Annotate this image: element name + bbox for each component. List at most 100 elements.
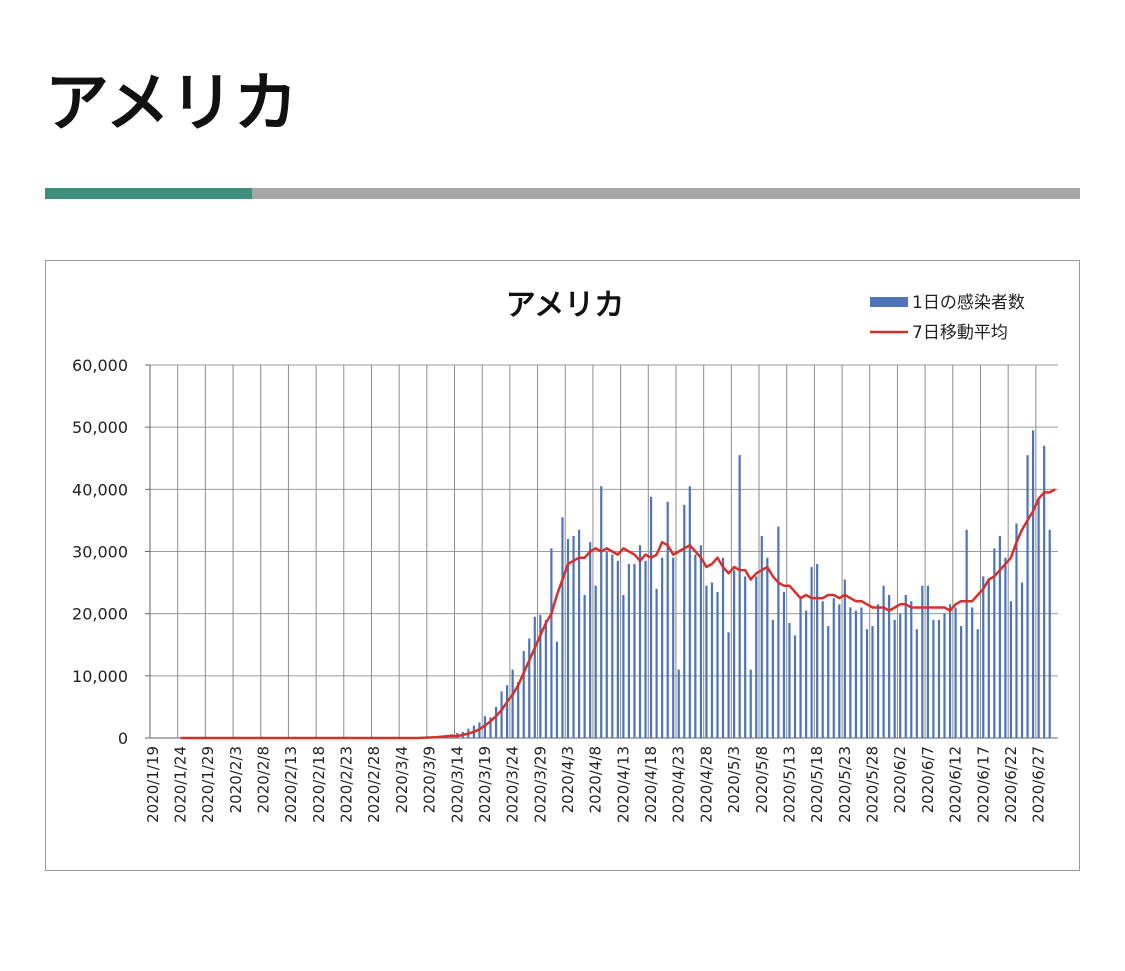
bar (926, 585, 929, 738)
bar (733, 570, 736, 738)
bar (782, 591, 786, 738)
bar (788, 622, 791, 738)
bar (600, 486, 603, 738)
slide-title: アメリカ (45, 67, 298, 141)
x-tick-label: 2020/5/8 (753, 746, 771, 813)
legend-swatch (870, 297, 908, 307)
bar (572, 535, 575, 738)
bar (550, 548, 553, 738)
bar (937, 619, 941, 738)
bar (561, 517, 564, 738)
bar (943, 613, 946, 738)
bar (965, 529, 968, 738)
bar (533, 616, 536, 738)
y-tick-label: 30,000 (72, 543, 128, 562)
bar (710, 582, 714, 738)
bar (589, 542, 592, 738)
bar (605, 551, 608, 738)
bar (699, 545, 702, 738)
x-tick-label: 2020/6/2 (891, 746, 909, 813)
bar (976, 629, 979, 738)
bar (1020, 582, 1024, 738)
bar (594, 585, 597, 738)
bar (843, 579, 846, 738)
bar (971, 607, 974, 738)
bar (511, 669, 514, 738)
bar (1009, 601, 1013, 738)
bar (749, 669, 752, 738)
bar (539, 614, 542, 738)
bar (633, 563, 636, 738)
bar (904, 595, 907, 738)
chart-title: アメリカ (506, 288, 625, 323)
bar (755, 576, 758, 738)
x-tick-label: 2020/6/27 (1030, 746, 1048, 823)
x-tick-label: 2020/3/24 (504, 746, 522, 823)
bar (705, 585, 708, 738)
y-tick-label: 0 (118, 729, 128, 748)
bar (882, 585, 885, 738)
bar (816, 563, 819, 738)
bar (982, 576, 985, 738)
bar (666, 501, 669, 738)
bar (821, 601, 824, 738)
bar (1015, 523, 1018, 738)
bar (544, 619, 547, 738)
x-tick-label: 2020/2/23 (338, 746, 356, 823)
x-tick-label: 2020/2/28 (365, 746, 383, 823)
bar (960, 626, 963, 738)
bar (627, 563, 631, 738)
x-tick-label: 2020/2/13 (282, 746, 300, 823)
x-tick-label: 2020/5/18 (808, 746, 826, 823)
bar (899, 613, 902, 738)
x-tick-label: 2020/4/3 (559, 746, 577, 813)
y-tick-label: 40,000 (72, 480, 128, 499)
bar (694, 554, 697, 738)
bar (849, 607, 852, 738)
x-tick-label: 2020/3/4 (393, 746, 411, 813)
bar (566, 539, 570, 738)
title-rule (252, 188, 1080, 199)
bar (993, 548, 996, 738)
y-tick-label: 60,000 (72, 356, 128, 375)
bar (555, 641, 559, 738)
x-tick-label: 2020/4/13 (614, 746, 632, 823)
bar (871, 626, 874, 738)
bar (804, 610, 808, 738)
bar (583, 595, 586, 738)
bar (1037, 498, 1040, 738)
bar (860, 607, 863, 738)
bar (998, 535, 1001, 738)
bar (793, 635, 797, 738)
bar (688, 486, 691, 738)
bar (644, 560, 647, 738)
bar (683, 504, 686, 738)
y-tick-label: 50,000 (72, 418, 128, 437)
bar (622, 595, 625, 738)
bar (838, 604, 841, 738)
bar (727, 632, 730, 738)
bar (1043, 445, 1046, 738)
bar (638, 545, 642, 738)
x-tick-label: 2020/5/13 (780, 746, 798, 823)
x-tick-label: 2020/3/14 (448, 746, 466, 823)
bar (517, 682, 520, 738)
bar (987, 579, 990, 738)
title-rule-accent (45, 188, 252, 199)
x-tick-label: 2020/3/29 (531, 746, 549, 823)
x-tick-label: 2020/3/9 (421, 746, 439, 813)
x-tick-label: 2020/5/28 (864, 746, 882, 823)
bar (910, 601, 913, 738)
x-tick-label: 2020/4/28 (697, 746, 715, 823)
bar (1031, 430, 1035, 738)
bar (766, 557, 769, 738)
bar (893, 619, 896, 738)
bar (744, 576, 747, 738)
x-tick-label: 2020/6/12 (947, 746, 965, 823)
bar (500, 691, 503, 738)
bar (649, 496, 653, 738)
bar (494, 706, 498, 738)
bar (876, 604, 880, 738)
bar (677, 669, 680, 738)
